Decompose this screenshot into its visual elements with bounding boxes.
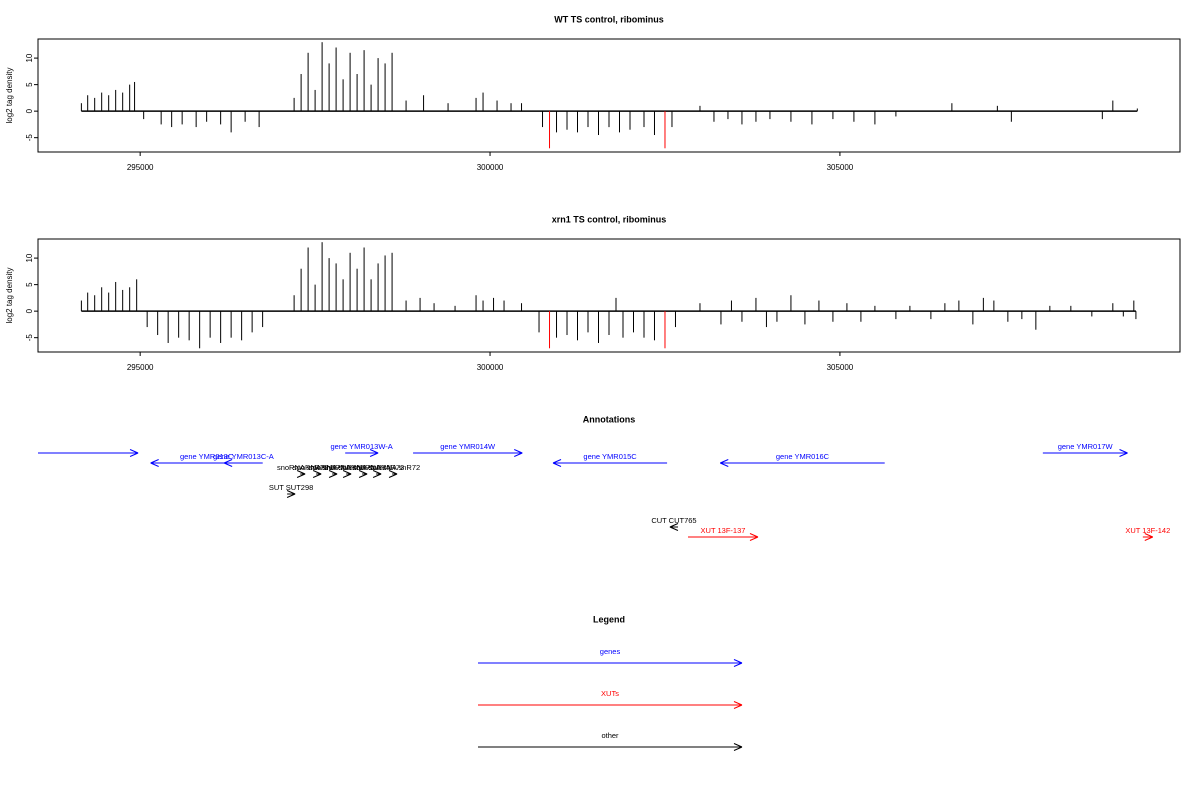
feature-arrow-head: [1119, 449, 1128, 454]
plot-frame: [37, 38, 1181, 153]
feature-arrow-head: [342, 473, 352, 478]
feature-arrow-head: [669, 526, 679, 531]
legend-arrow-head: [733, 743, 743, 748]
feature-arrow-head: [1144, 533, 1153, 538]
feature-arrow-head: [372, 470, 382, 475]
feature-label: gene YMR017W: [1058, 442, 1114, 451]
annotations-title: Annotations: [583, 414, 636, 424]
feature-label: XUT 13F-137: [701, 526, 746, 535]
feature-label: gene YMR015C: [583, 452, 637, 461]
feature-arrow-head: [388, 470, 398, 475]
feature-label: snoRNA snR72: [369, 463, 420, 472]
plot-frame: [37, 238, 1181, 353]
legend-arrow-head: [733, 701, 743, 706]
feature-arrow-head: [1144, 536, 1153, 541]
legend-label: genes: [600, 647, 621, 656]
y-tick-label: 10: [25, 253, 34, 262]
feature-label: snoRNA snR75: [323, 463, 374, 472]
chart-title: xrn1 TS control, ribominus: [552, 214, 667, 224]
feature-arrow-head: [129, 452, 139, 457]
chart-title: WT TS control, ribominus: [554, 14, 664, 24]
feature-arrow-head: [514, 452, 523, 457]
feature-arrow-head: [296, 473, 306, 478]
feature-label: gene YMR013W-A: [331, 442, 393, 451]
y-tick-label: 0: [25, 308, 34, 313]
feature-label: gene YMR013C: [180, 452, 234, 461]
x-tick-label: 305000: [827, 363, 854, 372]
feature-arrow-head: [1119, 452, 1128, 457]
x-tick-label: 305000: [827, 163, 854, 172]
feature-arrow-head: [328, 470, 338, 475]
feature-label: gene YMR014W: [440, 442, 496, 451]
x-tick-label: 300000: [477, 163, 504, 172]
feature-label: snoRNA snR77: [293, 463, 344, 472]
y-axis-label: log2 tag density: [5, 67, 14, 123]
y-tick-label: 10: [25, 53, 34, 62]
feature-label: SUT SUT298: [269, 483, 313, 492]
feature-arrow-head: [150, 459, 159, 464]
feature-label: snoRNA snR78: [277, 463, 328, 472]
feature-arrow-head: [223, 459, 233, 464]
feature-arrow-head: [312, 473, 322, 478]
feature-arrow-head: [129, 449, 139, 454]
feature-arrow-head: [223, 462, 233, 467]
feature-arrow-head: [749, 536, 759, 541]
y-axis-label: log2 tag density: [5, 267, 14, 323]
y-tick-label: -5: [25, 134, 34, 142]
feature-arrow-head: [342, 470, 352, 475]
x-tick-label: 300000: [477, 363, 504, 372]
feature-label: snoRNA snR76: [309, 463, 360, 472]
feature-arrow-head: [150, 462, 159, 467]
feature-label: gene YMR013C-A: [213, 452, 274, 461]
feature-arrow-head: [720, 462, 729, 467]
feature-arrow-head: [286, 490, 296, 495]
feature-arrow-head: [358, 473, 368, 478]
feature-arrow-head: [669, 523, 679, 528]
feature-arrow-head: [369, 452, 379, 457]
legend-arrow-head: [733, 659, 743, 664]
feature-label: gene YMR016C: [776, 452, 830, 461]
feature-label: CUT CUT765: [651, 516, 696, 525]
feature-arrow-head: [286, 493, 296, 498]
feature-arrow-head: [388, 473, 398, 478]
legend-arrow-head: [733, 662, 743, 667]
legend-arrow-head: [733, 746, 743, 751]
feature-arrow-head: [312, 470, 322, 475]
feature-arrow-head: [552, 459, 562, 464]
x-tick-label: 295000: [127, 363, 154, 372]
feature-arrow-head: [296, 470, 306, 475]
feature-arrow-head: [749, 533, 759, 538]
legend-title: Legend: [593, 614, 625, 624]
y-tick-label: 5: [25, 282, 34, 287]
legend-label: other: [601, 731, 619, 740]
feature-arrow-head: [552, 462, 562, 467]
feature-arrow-head: [369, 449, 379, 454]
x-tick-label: 295000: [127, 163, 154, 172]
feature-label: XUT 13F-142: [1125, 526, 1170, 535]
y-tick-label: -5: [25, 334, 34, 342]
feature-arrow-head: [514, 449, 523, 454]
feature-arrow-head: [720, 459, 729, 464]
y-tick-label: 0: [25, 108, 34, 113]
feature-label: snoRNA snR74: [339, 463, 390, 472]
feature-arrow-head: [358, 470, 368, 475]
y-tick-label: 5: [25, 82, 34, 87]
feature-arrow-head: [328, 473, 338, 478]
feature-arrow-head: [372, 473, 382, 478]
feature-label: snoRNA snR73: [353, 463, 404, 472]
legend-label: XUTs: [601, 689, 619, 698]
legend-arrow-head: [733, 704, 743, 709]
